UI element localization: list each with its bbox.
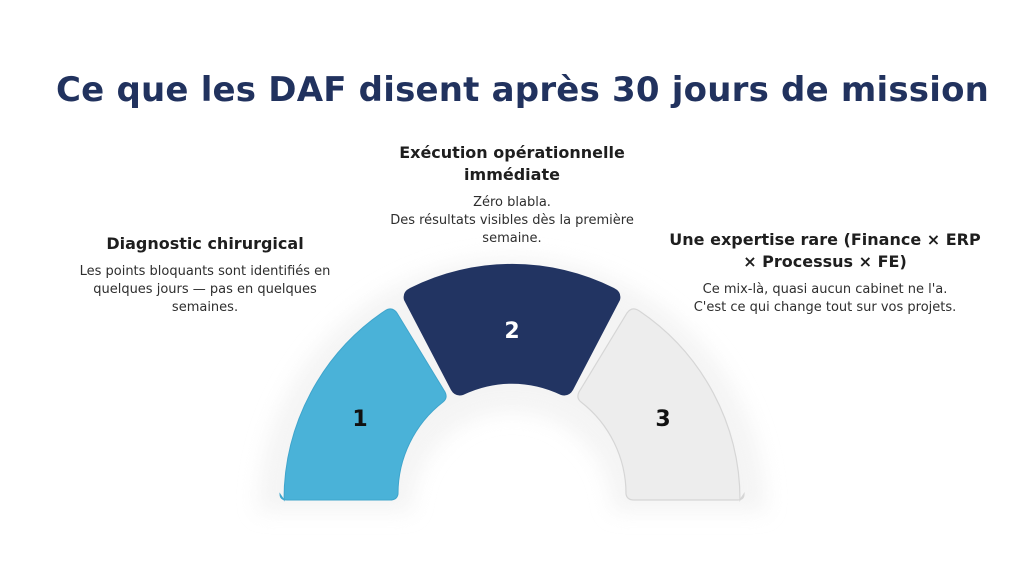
step-3-block: Une expertise rare (Finance × ERP × Proc… — [660, 229, 990, 317]
step-3-text-line2: C'est ce qui change tout sur vos projets… — [693, 300, 957, 315]
step-2-text: Zéro blabla. Des résultats visibles dès l… — [372, 194, 652, 248]
step-1-text: Les points bloquants sont identifiés en … — [79, 264, 331, 315]
page-title: Ce que les DAF disent après 30 jours de … — [56, 70, 990, 110]
segment-2 — [403, 263, 621, 396]
segment-2-number: 2 — [504, 319, 519, 344]
step-2-heading: Exécution opérationnelle immédiate — [399, 143, 625, 184]
step-1-heading: Diagnostic chirurgical — [106, 234, 304, 253]
step-3-heading: Une expertise rare (Finance × ERP × Proc… — [669, 230, 981, 271]
segment-3-number: 3 — [655, 407, 670, 432]
segment-3 — [577, 308, 745, 502]
step-2-text-line2: Des résultats visibles dès la première s… — [390, 213, 634, 246]
step-2-text-line1: Zéro blabla. — [473, 195, 551, 210]
step-3-text-line1: Ce mix-là, quasi aucun cabinet ne l'a. — [702, 282, 948, 297]
segment-1 — [279, 308, 447, 502]
step-1-block: Diagnostic chirurgical Les points bloqua… — [60, 233, 350, 317]
segment-1-number: 1 — [352, 407, 367, 432]
step-3-text: Ce mix-là, quasi aucun cabinet ne l'a. C'… — [660, 281, 990, 317]
step-2-block: Exécution opérationnelle immédiate Zéro … — [372, 142, 652, 248]
